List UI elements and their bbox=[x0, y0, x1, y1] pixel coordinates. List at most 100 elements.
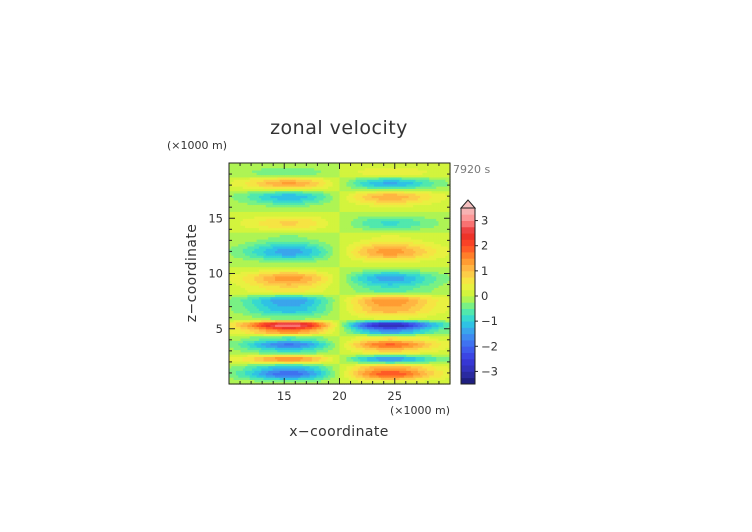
heatmap-cell bbox=[279, 347, 283, 351]
heatmap-cell bbox=[410, 365, 414, 369]
heatmap-cell bbox=[240, 342, 244, 346]
heatmap-cell bbox=[279, 312, 283, 316]
heatmap-cell bbox=[399, 273, 403, 277]
heatmap-cell bbox=[392, 374, 396, 378]
heatmap-cell bbox=[247, 349, 251, 353]
heatmap-cell bbox=[304, 268, 308, 272]
heatmap-cell bbox=[334, 342, 338, 346]
heatmap-cell bbox=[229, 261, 232, 265]
heatmap-cell bbox=[387, 344, 391, 348]
heatmap-cell bbox=[445, 381, 449, 385]
heatmap-cell bbox=[249, 308, 253, 311]
heatmap-cell bbox=[433, 275, 437, 279]
heatmap-cell bbox=[334, 266, 338, 270]
heatmap-cell bbox=[295, 377, 299, 380]
heatmap-cell bbox=[238, 351, 242, 355]
heatmap-cell bbox=[371, 310, 375, 314]
heatmap-cell bbox=[353, 289, 357, 293]
heatmap-cell bbox=[406, 266, 410, 270]
heatmap-cell bbox=[258, 266, 262, 270]
heatmap-cell bbox=[309, 285, 313, 288]
heatmap-cell bbox=[417, 331, 421, 334]
heatmap-cell bbox=[231, 287, 235, 291]
heatmap-cell bbox=[415, 289, 419, 293]
heatmap-cell bbox=[247, 379, 251, 383]
heatmap-cell bbox=[364, 349, 368, 353]
heatmap-cell bbox=[268, 349, 272, 353]
heatmap-cell bbox=[233, 340, 237, 344]
heatmap-cell bbox=[261, 266, 265, 270]
heatmap-cell bbox=[385, 360, 389, 364]
heatmap-cell bbox=[399, 271, 403, 275]
heatmap-cell bbox=[275, 347, 278, 351]
heatmap-cell bbox=[422, 328, 426, 332]
heatmap-cell bbox=[376, 301, 380, 305]
heatmap-cell bbox=[258, 264, 262, 268]
heatmap-cell bbox=[247, 340, 251, 344]
heatmap-cell bbox=[284, 324, 288, 328]
heatmap-cell bbox=[374, 365, 377, 369]
heatmap-cell bbox=[245, 356, 249, 360]
heatmap-cell bbox=[420, 340, 423, 344]
heatmap-cell bbox=[371, 285, 375, 288]
heatmap-cell bbox=[256, 372, 260, 376]
heatmap-cell bbox=[270, 363, 274, 367]
heatmap-cell bbox=[341, 273, 345, 277]
heatmap-cell bbox=[385, 298, 389, 302]
heatmap-cell bbox=[376, 381, 380, 385]
heatmap-cell bbox=[281, 264, 285, 268]
heatmap-cell bbox=[385, 331, 389, 334]
heatmap-cell bbox=[374, 349, 377, 353]
heatmap-cell bbox=[351, 280, 354, 284]
heatmap-cell bbox=[394, 317, 398, 321]
heatmap-cell bbox=[431, 370, 435, 374]
heatmap-cell bbox=[431, 280, 435, 284]
heatmap-cell bbox=[406, 287, 410, 291]
heatmap-cell bbox=[417, 294, 421, 298]
heatmap-cell bbox=[298, 367, 301, 371]
heatmap-cell bbox=[364, 298, 368, 302]
heatmap-cell bbox=[355, 319, 359, 323]
heatmap-cell bbox=[245, 314, 249, 318]
heatmap-cell bbox=[300, 349, 304, 353]
heatmap-cell bbox=[355, 337, 359, 341]
heatmap-cell bbox=[371, 271, 375, 275]
heatmap-cell bbox=[364, 280, 368, 284]
heatmap-cell bbox=[436, 305, 440, 309]
heatmap-cell bbox=[334, 379, 338, 383]
heatmap-cell bbox=[410, 358, 414, 362]
heatmap-cell bbox=[300, 358, 304, 362]
heatmap-cell bbox=[420, 360, 423, 364]
heatmap-cell bbox=[367, 381, 371, 385]
heatmap-cell bbox=[272, 314, 276, 318]
heatmap-cell bbox=[392, 347, 396, 351]
heatmap-cell bbox=[309, 294, 313, 298]
heatmap-cell bbox=[339, 372, 343, 376]
heatmap-cell bbox=[279, 367, 283, 371]
heatmap-cell bbox=[300, 273, 304, 277]
heatmap-cell bbox=[415, 379, 419, 383]
heatmap-cell bbox=[426, 358, 430, 362]
heatmap-cell bbox=[286, 314, 290, 318]
heatmap-cell bbox=[431, 344, 435, 348]
heatmap-cell bbox=[286, 354, 290, 357]
heatmap-cell bbox=[327, 360, 331, 364]
heatmap-cell bbox=[394, 349, 398, 353]
heatmap-cell bbox=[277, 319, 281, 323]
heatmap-cell bbox=[443, 347, 446, 351]
heatmap-cell bbox=[291, 367, 295, 371]
heatmap-cell bbox=[337, 275, 341, 279]
heatmap-cell bbox=[408, 381, 412, 385]
heatmap-cell bbox=[245, 370, 249, 374]
heatmap-cell bbox=[344, 328, 347, 332]
heatmap-cell bbox=[325, 305, 329, 309]
heatmap-cell bbox=[332, 291, 336, 295]
heatmap-cell bbox=[344, 285, 347, 288]
heatmap-cell bbox=[426, 365, 430, 369]
heatmap-cell bbox=[429, 349, 433, 353]
heatmap-cell bbox=[415, 312, 419, 316]
heatmap-cell bbox=[417, 291, 421, 295]
heatmap-cell bbox=[399, 285, 403, 288]
time-stamp: 7920 s bbox=[453, 163, 490, 176]
heatmap-cell bbox=[272, 335, 276, 339]
